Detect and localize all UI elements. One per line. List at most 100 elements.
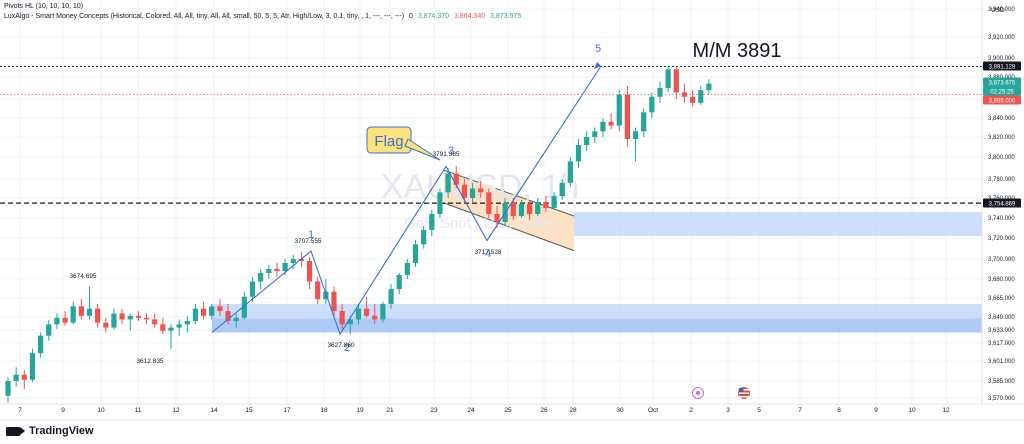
smc-value-1: 3,874.370 bbox=[417, 13, 450, 20]
price-tick-label: 3,649.000 bbox=[988, 315, 1015, 321]
candle-body bbox=[347, 319, 353, 325]
time-tick-label: 30 bbox=[616, 407, 624, 414]
candle-body bbox=[690, 96, 696, 103]
time-axis-ticks: 7 9 10 11 12 14 15 17 18 19 21 23 24 25 26 28 30 Oct 2 3 5 7 8… bbox=[18, 407, 950, 414]
candle-body bbox=[518, 204, 525, 216]
price-tag-bg bbox=[983, 95, 1021, 105]
candle-body bbox=[437, 192, 443, 214]
candle-body bbox=[673, 69, 679, 93]
wave-arrowhead bbox=[594, 62, 601, 69]
candle-body bbox=[681, 92, 688, 97]
time-tick-label: 18 bbox=[320, 407, 328, 414]
price-tick-label: 3,920.000 bbox=[988, 35, 1015, 41]
price-labels: 3674.695 3612.835 3707.555 3627.860 3791.385… bbox=[69, 151, 501, 365]
candle-body bbox=[527, 204, 533, 214]
pivot-price-label: 3627.860 bbox=[327, 342, 354, 349]
us-flag-icon[interactable] bbox=[738, 387, 750, 399]
target-label: M/M 3891 bbox=[693, 40, 782, 62]
candle-body bbox=[453, 173, 459, 185]
candle-body bbox=[632, 131, 639, 139]
candle-body bbox=[298, 259, 304, 261]
price-tick-label: 3,740.000 bbox=[988, 216, 1015, 222]
candle-body bbox=[152, 319, 158, 325]
pivot-price-label: 3791.385 bbox=[432, 151, 459, 158]
candle-body bbox=[315, 281, 321, 300]
candle-body bbox=[706, 83, 712, 91]
smc-value-3: 3,873.675 bbox=[490, 13, 522, 20]
candle-body bbox=[209, 306, 215, 316]
candle-body bbox=[282, 263, 288, 271]
economic-event-icon[interactable] bbox=[692, 387, 704, 399]
candle-body bbox=[339, 311, 345, 325]
candle-body bbox=[584, 137, 590, 145]
candle-body bbox=[608, 121, 614, 126]
smc-indicator-label[interactable]: LuxAlgo - Smart Money Concepts (Historic… bbox=[4, 13, 521, 20]
flag-channel bbox=[443, 169, 575, 252]
time-tick-label: 23 bbox=[430, 407, 438, 414]
candle-body bbox=[478, 188, 484, 193]
candle-body bbox=[135, 315, 141, 318]
candle-body bbox=[38, 335, 44, 354]
smc-zero: 0 bbox=[409, 13, 413, 20]
price-tick-label: 3,570.000 bbox=[988, 396, 1015, 402]
wave-label: 3 bbox=[448, 145, 454, 157]
price-tick-label: 3,720.000 bbox=[988, 236, 1015, 242]
time-tick-label: 10 bbox=[97, 407, 105, 414]
time-tick-label: 12 bbox=[942, 407, 950, 414]
flag-label: Flag bbox=[374, 133, 403, 150]
candle-body bbox=[103, 322, 109, 328]
candle-body bbox=[559, 182, 565, 197]
pivot-price-label: 3674.695 bbox=[69, 273, 96, 280]
price-tick-label: 3,633.000 bbox=[988, 328, 1015, 334]
time-tick-label: 28 bbox=[569, 407, 577, 414]
tradingview-logo-text: TradingView bbox=[29, 425, 94, 437]
candle-body bbox=[160, 324, 166, 331]
price-tick-label: 3,840.000 bbox=[988, 116, 1015, 122]
time-tick-label: 17 bbox=[283, 407, 291, 414]
candle-body bbox=[225, 311, 231, 322]
elliott-wave-line: 1 2 3 4 5 bbox=[211, 43, 602, 354]
tradingview-icon bbox=[6, 426, 25, 436]
candle-body bbox=[184, 321, 190, 325]
price-axis[interactable]: USD 3,940.0003,920.0003,900.0003,880.000… bbox=[981, 0, 1021, 404]
candle-body bbox=[445, 173, 451, 193]
watermark-symbol: XAUUSD, 1h bbox=[381, 168, 579, 206]
candle-body bbox=[469, 188, 476, 198]
price-tags: 3,891.128 3,873.675 02:25:25 3,865.000 3,754… bbox=[983, 61, 1021, 208]
candle-body bbox=[551, 196, 557, 208]
pivot-price-label: 3717.528 bbox=[474, 249, 501, 256]
price-tag-bg bbox=[983, 86, 1021, 96]
price-tag-bg bbox=[983, 198, 1021, 208]
time-axis[interactable]: 7 9 10 11 12 14 15 17 18 19 21 23 24 25 26 28 30 Oct 2 3 5 7 8… bbox=[0, 403, 1024, 414]
wave-label: 2 bbox=[344, 342, 350, 354]
candle-body bbox=[290, 259, 296, 263]
candle-body bbox=[380, 303, 386, 320]
time-tick-label: 24 bbox=[467, 407, 475, 414]
price-tag-label: 3,873.675 bbox=[989, 80, 1016, 86]
candle-body bbox=[86, 308, 93, 316]
flag-upper-line bbox=[443, 169, 575, 217]
candle-body bbox=[600, 121, 606, 132]
candle-body bbox=[429, 214, 435, 230]
candle-body bbox=[355, 308, 362, 320]
pivots-indicator-label[interactable]: Pivots HL (10, 10, 10, 10) bbox=[4, 3, 84, 10]
price-tick-label: 3,665.000 bbox=[988, 296, 1015, 302]
smc-settings: LuxAlgo - Smart Money Concepts (Historic… bbox=[4, 13, 405, 20]
pivot-price-label: 3612.835 bbox=[136, 358, 163, 365]
flag-callout: Flag bbox=[366, 126, 441, 161]
candle-body bbox=[306, 261, 313, 282]
tradingview-logo[interactable]: TradingView bbox=[6, 425, 94, 437]
time-tick-label: 7 bbox=[798, 407, 802, 414]
candle-body bbox=[624, 94, 630, 139]
candle-body bbox=[111, 313, 117, 328]
candle-body bbox=[78, 306, 84, 316]
candle-body bbox=[510, 203, 516, 216]
time-tick-label: 5 bbox=[757, 407, 761, 414]
time-tick-label: 10 bbox=[908, 407, 916, 414]
time-tick-label: 19 bbox=[356, 407, 364, 414]
price-tick-label: 3,617.000 bbox=[988, 341, 1015, 347]
time-tick-label: 2 bbox=[689, 407, 693, 414]
candle-body bbox=[657, 88, 663, 97]
candle-body bbox=[641, 112, 647, 132]
